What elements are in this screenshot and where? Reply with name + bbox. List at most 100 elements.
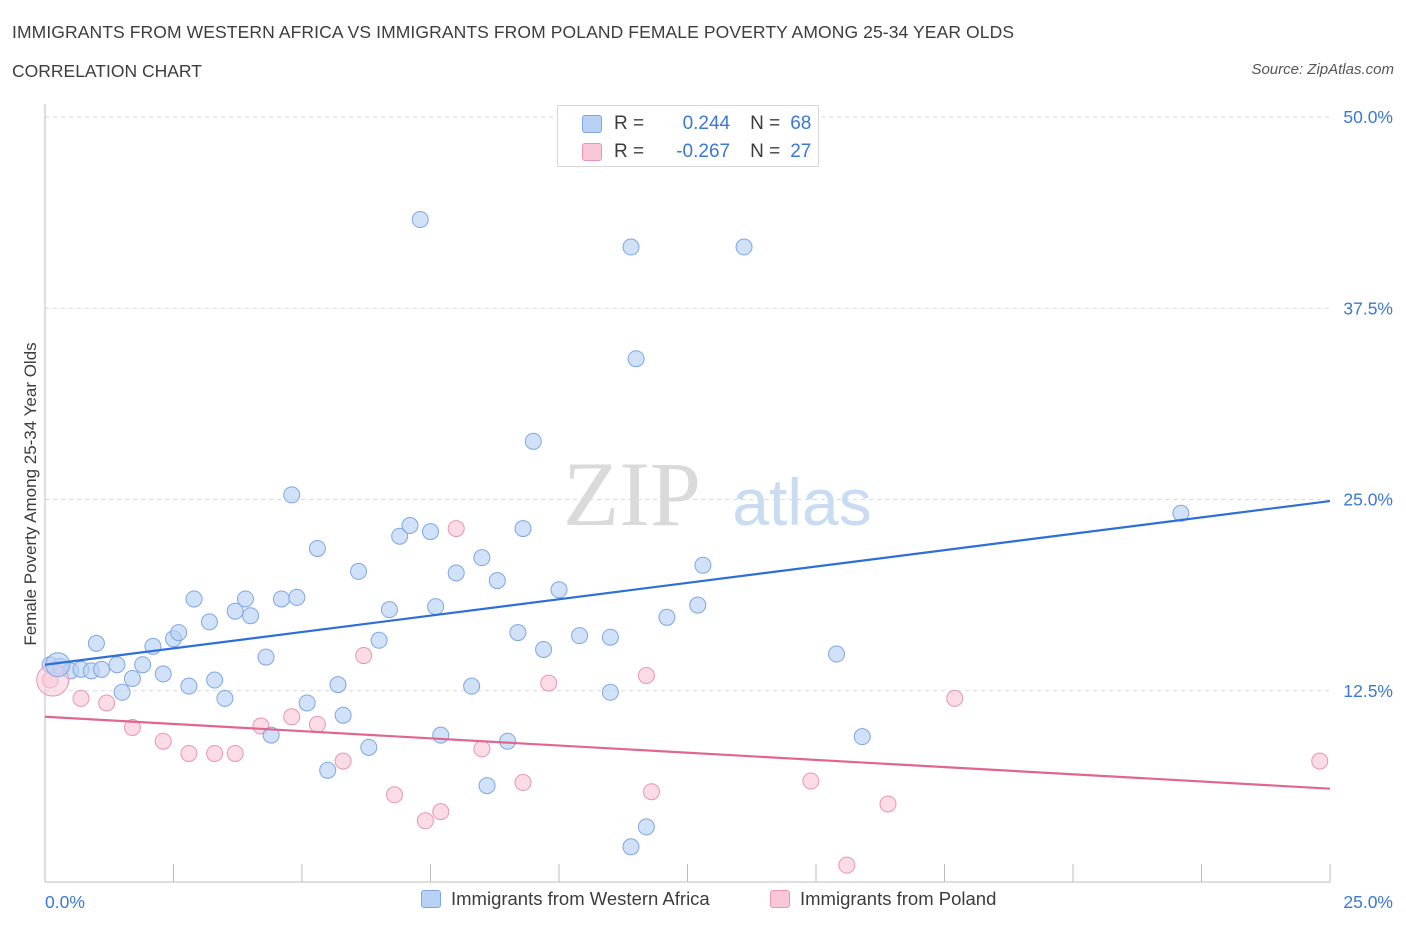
y-tick-label: 50.0% <box>1343 107 1393 127</box>
point-western-africa <box>488 572 506 590</box>
legend-n-value: 27 <box>790 141 812 162</box>
point-western-africa <box>380 601 398 619</box>
point-western-africa <box>298 694 316 712</box>
point-western-africa <box>206 671 224 689</box>
point-poland <box>802 772 820 790</box>
point-poland <box>432 803 450 821</box>
bottom-legend-label: Immigrants from Western Africa <box>451 888 710 909</box>
point-western-africa <box>257 648 275 666</box>
point-western-africa <box>432 726 450 744</box>
legend-r-label: R = <box>614 141 645 162</box>
point-western-africa <box>447 564 465 582</box>
point-poland <box>355 647 373 665</box>
legend-n-label: N = <box>750 141 781 162</box>
point-western-africa <box>360 738 378 756</box>
point-western-africa <box>473 549 491 567</box>
point-western-africa <box>329 676 347 694</box>
legend-row-poland: R = -0.267 N = 27 <box>582 140 811 164</box>
point-western-africa <box>622 238 640 256</box>
bottom-legend-swatch-blue <box>421 890 441 908</box>
y-tick-label: 12.5% <box>1343 681 1393 701</box>
point-poland <box>308 715 326 733</box>
legend-swatch-blue <box>582 115 602 133</box>
point-poland <box>1311 752 1329 770</box>
point-poland <box>283 708 301 726</box>
point-poland <box>637 666 655 684</box>
tick-labels: 12.5% 25.0% 37.5% 50.0% 0.0% 25.0% <box>45 107 1393 912</box>
point-western-africa <box>242 607 260 625</box>
point-western-africa <box>622 838 640 856</box>
x-tick-label: 25.0% <box>1343 892 1393 912</box>
point-western-africa <box>601 628 619 646</box>
point-western-africa <box>272 590 290 608</box>
bottom-legend-poland: Immigrants from Poland <box>770 888 996 910</box>
point-western-africa <box>571 627 589 645</box>
point-western-africa <box>478 777 496 795</box>
point-western-africa <box>308 539 326 557</box>
point-poland <box>386 786 404 804</box>
point-western-africa <box>170 624 188 642</box>
y-axis-label: Female Poverty Among 25-34 Year Olds <box>21 342 40 645</box>
legend-n-label: N = <box>750 113 781 134</box>
y-axis-label-group: Female Poverty Among 25-34 Year Olds <box>21 342 40 645</box>
point-western-africa <box>637 818 655 836</box>
point-poland <box>226 744 244 762</box>
bottom-legend-swatch-pink <box>770 890 790 908</box>
point-western-africa <box>134 656 152 674</box>
point-western-africa <box>185 590 203 608</box>
point-western-africa <box>180 677 198 695</box>
point-western-africa <box>200 613 218 631</box>
point-western-africa <box>422 523 439 541</box>
point-western-africa <box>283 486 301 504</box>
point-western-africa <box>334 706 352 724</box>
point-western-africa <box>658 608 676 626</box>
point-western-africa <box>113 683 131 701</box>
y-tick-label: 37.5% <box>1343 298 1393 318</box>
bottom-legend-label: Immigrants from Poland <box>800 888 997 909</box>
point-western-africa <box>550 581 568 599</box>
point-poland <box>879 795 897 813</box>
point-western-africa <box>689 596 707 614</box>
point-western-africa <box>154 665 172 683</box>
point-western-africa <box>216 689 234 707</box>
trend-line-poland <box>44 715 1331 790</box>
point-poland <box>98 694 116 712</box>
point-poland <box>946 689 964 707</box>
point-western-africa <box>828 645 846 663</box>
point-poland <box>838 856 856 874</box>
legend-swatch-pink <box>582 143 602 161</box>
point-western-africa <box>401 517 419 535</box>
point-poland <box>473 740 491 758</box>
point-poland <box>447 520 465 538</box>
correlation-legend: R = 0.244 N = 68 R = -0.267 N = 27 <box>557 105 819 167</box>
point-western-africa <box>411 211 429 229</box>
point-poland <box>123 718 141 736</box>
point-western-africa <box>735 238 753 256</box>
legend-r-value: -0.267 <box>676 141 731 162</box>
point-poland <box>540 674 558 692</box>
point-western-africa <box>853 728 871 746</box>
point-poland <box>514 774 532 792</box>
point-western-africa <box>226 602 244 620</box>
point-western-africa <box>108 656 126 674</box>
chart-title: IMMIGRANTS FROM WESTERN AFRICA VS IMMIGR… <box>12 22 1015 42</box>
point-western-africa <box>123 670 141 688</box>
point-poland <box>206 744 224 762</box>
point-western-africa <box>87 634 105 652</box>
point-poland <box>416 812 434 830</box>
legend-r-label: R = <box>614 113 645 134</box>
point-western-africa <box>288 588 306 606</box>
trend-lines <box>44 499 1331 790</box>
point-western-africa <box>1172 504 1190 522</box>
x-tick-label: 0.0% <box>45 892 85 912</box>
point-poland <box>72 689 90 707</box>
point-poland <box>180 744 198 762</box>
point-western-africa <box>319 761 337 779</box>
point-western-africa <box>524 432 542 450</box>
point-poland <box>334 752 352 770</box>
chart-subtitle: CORRELATION CHART <box>12 61 202 81</box>
point-western-africa <box>514 520 532 538</box>
point-western-africa <box>350 562 368 580</box>
y-tick-label: 25.0% <box>1343 490 1393 510</box>
legend-r-value: 0.244 <box>682 113 731 134</box>
